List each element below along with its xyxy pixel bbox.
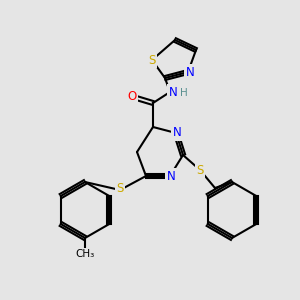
Text: N: N [172,127,182,140]
Text: S: S [148,53,156,67]
Text: S: S [116,182,124,196]
Text: H: H [180,88,188,98]
Text: N: N [167,169,176,182]
Text: CH₃: CH₃ [75,249,94,259]
Text: S: S [196,164,204,176]
Text: O: O [128,91,136,103]
Text: N: N [186,65,194,79]
Text: N: N [169,85,177,98]
